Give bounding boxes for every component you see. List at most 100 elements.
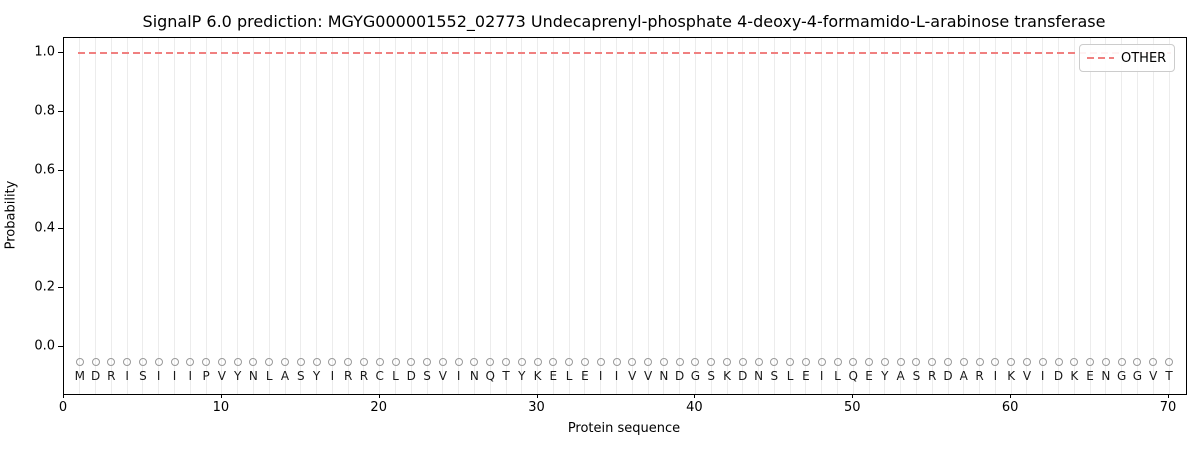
residue-letter: D [943,369,953,383]
residue-letter: V [1149,369,1158,383]
gridline [821,38,823,394]
residue-circle [202,358,211,366]
residue-circle [691,358,700,366]
residue-circle [580,358,589,366]
residue-circle [865,358,874,366]
x-tick-mark [220,394,222,398]
residue-circle [849,358,858,366]
gridline [458,38,460,394]
gridline [395,38,396,394]
gridline [584,38,586,394]
gridline [631,38,633,394]
residue-circle [644,358,653,366]
residue-circle [928,358,937,366]
gridline [868,38,870,394]
gridline [915,38,917,394]
residue-circle [612,358,621,366]
residue-circle [328,358,337,366]
residue-letter: R [928,369,937,383]
residue-circle [786,358,795,366]
residue-circle [549,358,558,366]
gridline [947,38,949,394]
residue-letter: I [456,369,461,383]
residue-circle [486,358,495,366]
gridline [837,38,838,394]
residue-letter: D [675,369,685,383]
residue-letter: E [549,369,558,383]
residue-letter: D [90,369,101,383]
gridline [473,38,475,394]
gridline [963,38,965,394]
x-tick-label: 30 [528,400,545,415]
residue-circle [217,358,226,366]
gridline [679,38,681,394]
residue-circle [880,358,889,366]
gridline [931,38,933,394]
chart-title: SignalP 6.0 prediction: MGYG000001552_02… [142,12,1106,31]
residue-circle [896,358,905,366]
gridline [284,38,286,394]
y-tick-label: 0.2 [34,279,55,295]
gridline [900,38,902,394]
gridline [710,38,712,394]
residue-letter: E [1086,369,1094,383]
gridline [1121,38,1123,394]
residue-letter: Y [881,369,889,383]
residue-circle [312,358,321,366]
y-tick-label: 0.8 [34,103,55,119]
residue-circle [1054,358,1063,366]
residue-circle [1038,358,1047,366]
gridline [205,38,207,394]
residue-letter: T [1165,369,1173,383]
residue-letter: N [1101,369,1111,383]
y-tick-mark [58,287,63,289]
residue-circle [281,358,289,366]
residue-letter: Y [518,369,526,383]
residue-letter: S [707,369,716,383]
residue-letter: L [565,369,573,383]
residue-letter: N [659,369,669,383]
x-tick-label: 0 [58,400,68,415]
x-tick-label: 50 [844,400,861,415]
residue-circle [959,358,968,366]
residue-letter: I [614,369,619,383]
residue-letter: V [217,369,226,383]
residue-letter: Y [312,369,321,383]
gridline [979,38,981,394]
residue-letter: P [202,369,210,383]
residue-letter: C [375,369,384,383]
residue-letter: G [690,369,701,383]
residue-circle [659,358,668,366]
gridline [316,38,318,394]
gridline [95,38,97,394]
gridline [79,38,81,394]
gridline [568,38,570,394]
y-tick-label: 1.0 [34,44,55,60]
gridline [252,38,254,394]
gridline [1105,38,1107,394]
gridline [1152,38,1154,394]
residue-circle [801,358,810,366]
residue-letter: E [865,369,873,383]
residue-letter: M [74,369,85,383]
gridline [189,38,191,394]
gridline [174,38,175,394]
residue-letter: I [156,369,161,383]
residue-letter: T [502,369,510,383]
x-tick-label: 40 [686,400,703,415]
y-tick-label: 0.4 [34,220,55,236]
residue-letter: S [296,369,305,383]
gridline [1058,38,1059,394]
gridline [726,38,728,394]
residue-circle [233,358,242,366]
residue-letter: D [738,369,748,383]
residue-circle [265,358,274,366]
residue-letter: A [280,369,290,383]
legend-label: OTHER [1121,50,1167,66]
residue-circle [1149,358,1158,366]
x-tick-label: 20 [370,400,387,415]
y-tick-mark [58,110,63,112]
residue-circle [707,358,716,366]
residue-circle [754,358,763,366]
gridline [347,38,349,394]
